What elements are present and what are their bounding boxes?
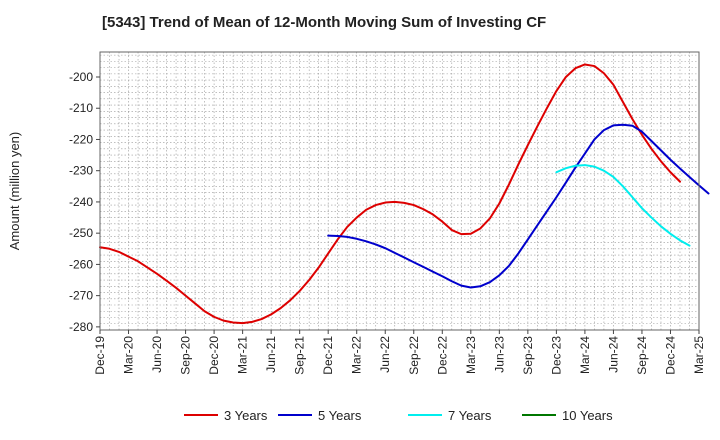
- x-tick-label: Sep-21: [293, 336, 307, 375]
- legend-label-7-years: 7 Years: [448, 408, 492, 423]
- chart-title: [5343] Trend of Mean of 12-Month Moving …: [102, 14, 546, 31]
- x-tick-label: Sep-23: [521, 336, 535, 375]
- x-tick-label: Mar-22: [350, 336, 364, 374]
- series-line-5-years: [327, 123, 710, 289]
- x-tick-label: Dec-19: [93, 336, 107, 375]
- y-tick-label: -270: [69, 289, 93, 303]
- y-tick-label: -210: [69, 101, 93, 115]
- y-tick-label: -230: [69, 164, 93, 178]
- x-tick-label: Sep-22: [407, 336, 421, 375]
- legend-label-5-years: 5 Years: [318, 408, 362, 423]
- y-tick-label: -200: [69, 70, 93, 84]
- plot-background: [100, 52, 699, 330]
- x-tick-label: Mar-23: [464, 336, 478, 374]
- grid: [100, 52, 699, 330]
- x-tick-label: Dec-23: [549, 336, 563, 375]
- x-tick-label: Jun-24: [606, 336, 620, 373]
- x-tick-label: Dec-22: [435, 336, 449, 375]
- x-tick-label: Jun-20: [150, 336, 164, 373]
- y-tick-label: -220: [69, 132, 93, 146]
- x-tick-label: Sep-24: [635, 336, 649, 375]
- plot-frame: [99, 51, 700, 331]
- plot-area: [100, 52, 699, 330]
- x-tick-label: Jun-21: [264, 336, 278, 373]
- legend-label-10-years: 10 Years: [562, 408, 613, 423]
- x-axis-ticks: Dec-19 Mar-20 Jun-20 Sep-20 Dec-20 Mar-21 Jun-…: [93, 330, 706, 375]
- legend: 3 Years 5 Years 7 Years 10 Years: [184, 408, 613, 423]
- x-tick-label: Dec-21: [321, 336, 335, 375]
- y-tick-label: -240: [69, 195, 93, 209]
- x-tick-label: Dec-20: [207, 336, 221, 375]
- series-line-3-years: [99, 63, 681, 325]
- y-tick-label: -250: [69, 226, 93, 240]
- y-tick-label: -280: [69, 320, 93, 334]
- x-tick-label: Sep-20: [179, 336, 193, 375]
- x-tick-label: Jun-23: [492, 336, 506, 373]
- y-axis-ticks: -200 -210 -220 -230 -240 -250 -260 -270 -280: [69, 70, 100, 334]
- x-tick-label: Dec-24: [663, 336, 677, 375]
- x-tick-label: Mar-25: [692, 336, 706, 374]
- x-tick-label: Mar-24: [578, 336, 592, 374]
- series-line-7-years: [555, 164, 691, 247]
- x-tick-label: Jun-22: [378, 336, 392, 373]
- x-tick-label: Mar-20: [122, 336, 136, 374]
- y-tick-label: -260: [69, 257, 93, 271]
- x-tick-label: Mar-21: [236, 336, 250, 374]
- series-layer: [99, 63, 710, 325]
- y-axis-label: Amount (million yen): [7, 132, 22, 251]
- legend-label-3-years: 3 Years: [224, 408, 268, 423]
